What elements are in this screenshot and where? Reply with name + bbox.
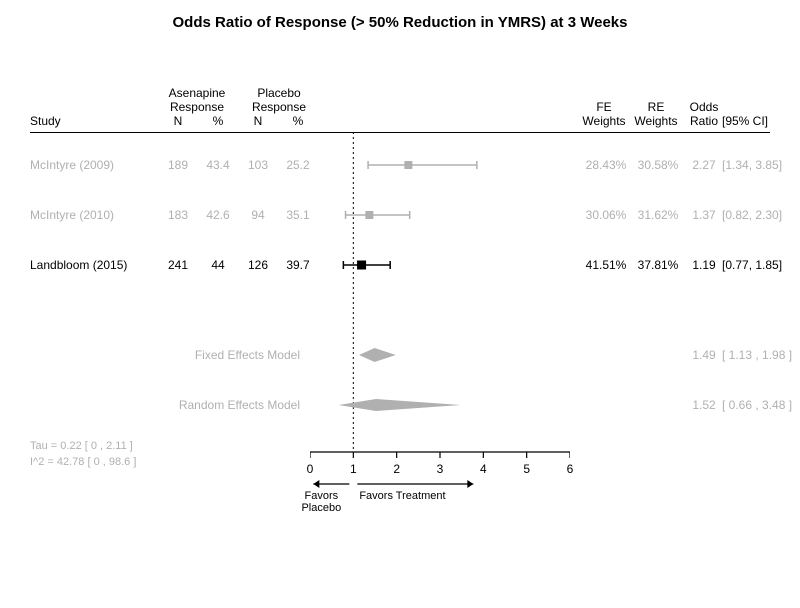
axis-tick-label: 5 bbox=[517, 462, 537, 476]
model-or: 1.52 bbox=[682, 398, 726, 412]
plac-n: 94 bbox=[240, 208, 276, 222]
axis-tick-label: 6 bbox=[560, 462, 580, 476]
hdr-or: Odds Ratio bbox=[682, 100, 726, 128]
model-or: 1.49 bbox=[682, 348, 726, 362]
column-headers: Study Asenapine Response Placebo Respons… bbox=[0, 76, 800, 132]
hdr-asen-pct: % bbox=[198, 114, 238, 128]
hdr-asen-n: N bbox=[160, 114, 196, 128]
asen-pct: 43.4 bbox=[198, 158, 238, 172]
ci: [0.82, 2.30] bbox=[722, 208, 800, 222]
asen-pct: 42.6 bbox=[198, 208, 238, 222]
axis-tick-label: 1 bbox=[343, 462, 363, 476]
hdr-plac-pct: % bbox=[278, 114, 318, 128]
forest-plot: { "title": "Odds Ratio of Response (> 50… bbox=[0, 0, 800, 608]
re-weight: 37.81% bbox=[632, 258, 684, 272]
model-ci: [ 0.66 , 3.48 ] bbox=[722, 398, 800, 412]
plac-n: 126 bbox=[240, 258, 276, 272]
odds-ratio: 1.19 bbox=[682, 258, 726, 272]
study-label: McIntyre (2009) bbox=[30, 158, 160, 172]
odds-ratio: 2.27 bbox=[682, 158, 726, 172]
hdr-fe: FE Weights bbox=[576, 100, 632, 128]
axis-tick-label: 4 bbox=[473, 462, 493, 476]
plac-n: 103 bbox=[240, 158, 276, 172]
model-label: Fixed Effects Model bbox=[100, 348, 300, 362]
hdr-ci: [95% CI] bbox=[722, 114, 782, 128]
axis-tick-label: 0 bbox=[300, 462, 320, 476]
hdr-placebo: Placebo Response bbox=[234, 86, 324, 114]
re-weight: 31.62% bbox=[632, 208, 684, 222]
favors-treatment-label: Favors Treatment bbox=[359, 490, 479, 502]
model-ci: [ 1.13 , 1.98 ] bbox=[722, 348, 800, 362]
heterogeneity-line: Tau = 0.22 [ 0 , 2.11 ] bbox=[30, 440, 133, 452]
axis-tick-label: 3 bbox=[430, 462, 450, 476]
hdr-re: RE Weights bbox=[628, 100, 684, 128]
hdr-plac-n: N bbox=[240, 114, 276, 128]
hdr-study: Study bbox=[30, 114, 90, 128]
study-label: McIntyre (2010) bbox=[30, 208, 160, 222]
heterogeneity-line: I^2 = 42.78 [ 0 , 98.6 ] bbox=[30, 456, 136, 468]
axis-tick-label: 2 bbox=[387, 462, 407, 476]
chart-title: Odds Ratio of Response (> 50% Reduction … bbox=[0, 14, 800, 31]
fe-weight: 30.06% bbox=[580, 208, 632, 222]
hdr-asenapine: Asenapine Response bbox=[152, 86, 242, 114]
asen-n: 241 bbox=[160, 258, 196, 272]
fe-weight: 28.43% bbox=[580, 158, 632, 172]
asen-n: 189 bbox=[160, 158, 196, 172]
re-weight: 30.58% bbox=[632, 158, 684, 172]
fe-weight: 41.51% bbox=[580, 258, 632, 272]
ci: [1.34, 3.85] bbox=[722, 158, 800, 172]
model-label: Random Effects Model bbox=[100, 398, 300, 412]
study-label: Landbloom (2015) bbox=[30, 258, 160, 272]
asen-n: 183 bbox=[160, 208, 196, 222]
favors-placebo-label: Favors Placebo bbox=[293, 490, 349, 514]
asen-pct: 44 bbox=[198, 258, 238, 272]
odds-ratio: 1.37 bbox=[682, 208, 726, 222]
ci: [0.77, 1.85] bbox=[722, 258, 800, 272]
